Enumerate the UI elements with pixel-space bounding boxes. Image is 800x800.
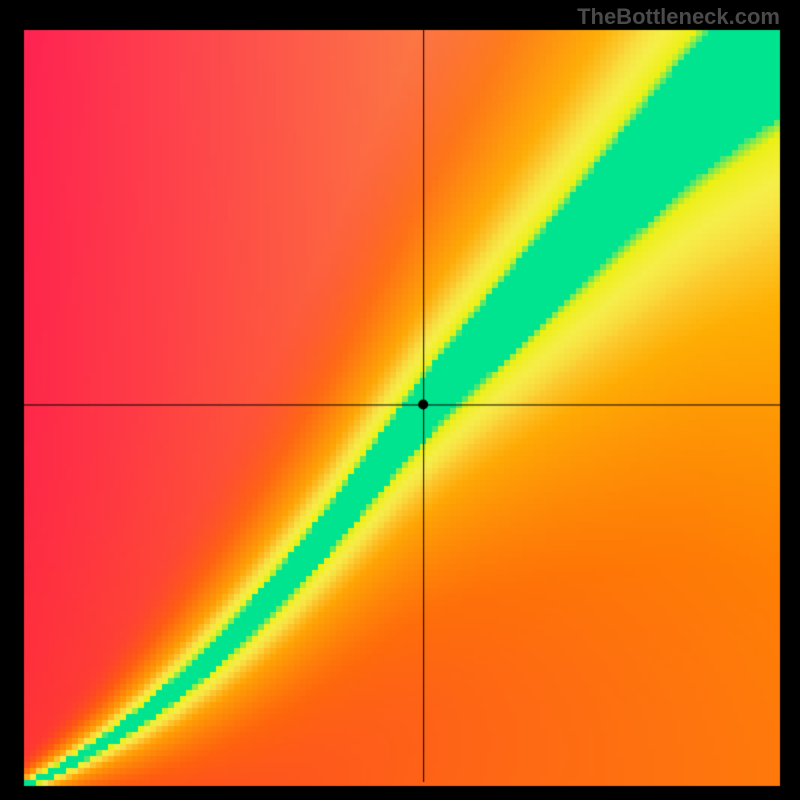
chart-container: TheBottleneck.com bbox=[0, 0, 800, 800]
watermark-text: TheBottleneck.com bbox=[577, 4, 780, 30]
bottleneck-heatmap bbox=[0, 0, 800, 800]
